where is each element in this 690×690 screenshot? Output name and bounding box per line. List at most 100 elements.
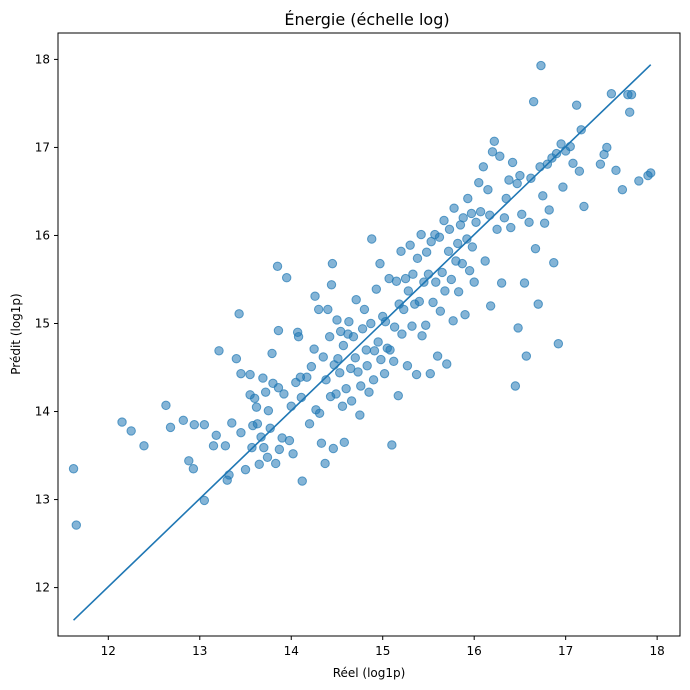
data-point [341, 383, 351, 394]
data-point [504, 175, 514, 185]
data-point [412, 253, 423, 264]
data-point [405, 240, 415, 250]
data-point [281, 273, 292, 283]
data-point [389, 322, 400, 332]
data-point [437, 267, 447, 278]
data-point [236, 427, 246, 438]
data-point [602, 142, 612, 153]
data-point [466, 208, 477, 219]
data-point [499, 213, 510, 223]
data-point [495, 151, 505, 161]
data-point [288, 449, 298, 459]
data-point [208, 441, 219, 451]
x-tick-label-13: 13 [192, 644, 207, 658]
data-point [571, 100, 582, 110]
data-point [467, 242, 478, 252]
data-point [189, 420, 199, 430]
data-point [458, 213, 468, 223]
data-point [304, 419, 315, 429]
data-point [214, 346, 224, 356]
data-point [408, 269, 418, 279]
data-point [367, 234, 377, 244]
y-tick-label-12: 12 [35, 581, 50, 595]
data-point [453, 238, 463, 249]
data-point [184, 456, 194, 466]
x-tick-label-12: 12 [101, 644, 116, 658]
data-point [416, 229, 426, 240]
data-point [245, 369, 255, 380]
data-point [328, 443, 339, 454]
data-point [224, 470, 234, 480]
data-point [165, 422, 176, 433]
data-point [551, 148, 562, 159]
data-point [361, 345, 371, 355]
data-point [199, 420, 210, 430]
data-point [357, 324, 368, 334]
data-point [335, 368, 345, 378]
data-point [366, 318, 376, 329]
data-point [471, 217, 481, 227]
data-point [297, 476, 307, 486]
data-point [431, 277, 441, 287]
data-point [457, 258, 467, 269]
data-point [387, 440, 397, 450]
data-point [474, 177, 484, 188]
data-point [421, 320, 431, 330]
data-point [323, 304, 333, 315]
data-point [68, 464, 79, 474]
data-point [506, 222, 516, 233]
data-point [249, 393, 260, 404]
data-point [480, 256, 490, 266]
data-point [432, 351, 443, 361]
data-point [236, 368, 246, 379]
y-tick-label-16: 16 [35, 228, 50, 242]
data-point [273, 325, 284, 336]
data-point [117, 417, 127, 427]
data-point [293, 332, 304, 342]
data-point [528, 96, 539, 107]
data-point [428, 297, 438, 308]
data-point [258, 373, 268, 383]
data-point [517, 209, 527, 220]
data-point [353, 367, 363, 377]
data-point [316, 438, 327, 448]
data-point [565, 141, 575, 152]
x-tick-label-15: 15 [375, 644, 390, 658]
data-point [310, 291, 320, 301]
data-point [369, 346, 380, 356]
scatter-points [68, 60, 656, 530]
data-point [646, 168, 656, 178]
data-point [351, 295, 361, 305]
x-tick-label-16: 16 [467, 644, 482, 658]
y-tick-label-14: 14 [35, 405, 50, 419]
data-point [526, 173, 536, 183]
data-point [71, 520, 81, 530]
data-point [443, 246, 454, 257]
data-point [469, 277, 479, 287]
data-point [318, 352, 328, 362]
data-point [227, 418, 237, 428]
data-point [348, 332, 359, 342]
data-point [306, 361, 317, 372]
data-point [440, 286, 450, 296]
data-point [579, 201, 589, 212]
data-point [362, 361, 372, 371]
data-point [510, 381, 521, 391]
data-point [521, 351, 532, 361]
plot-frame [57, 32, 681, 637]
data-point [274, 444, 285, 455]
data-point [385, 345, 395, 355]
data-point [574, 166, 585, 176]
data-point [530, 243, 541, 254]
data-point [533, 299, 543, 309]
data-point [400, 273, 411, 284]
data-point [558, 182, 568, 192]
data-point [553, 339, 564, 349]
data-point [549, 258, 559, 268]
data-point [267, 348, 277, 359]
data-point [453, 287, 464, 297]
data-point [263, 405, 274, 416]
data-point [324, 332, 335, 342]
data-point [265, 423, 275, 433]
